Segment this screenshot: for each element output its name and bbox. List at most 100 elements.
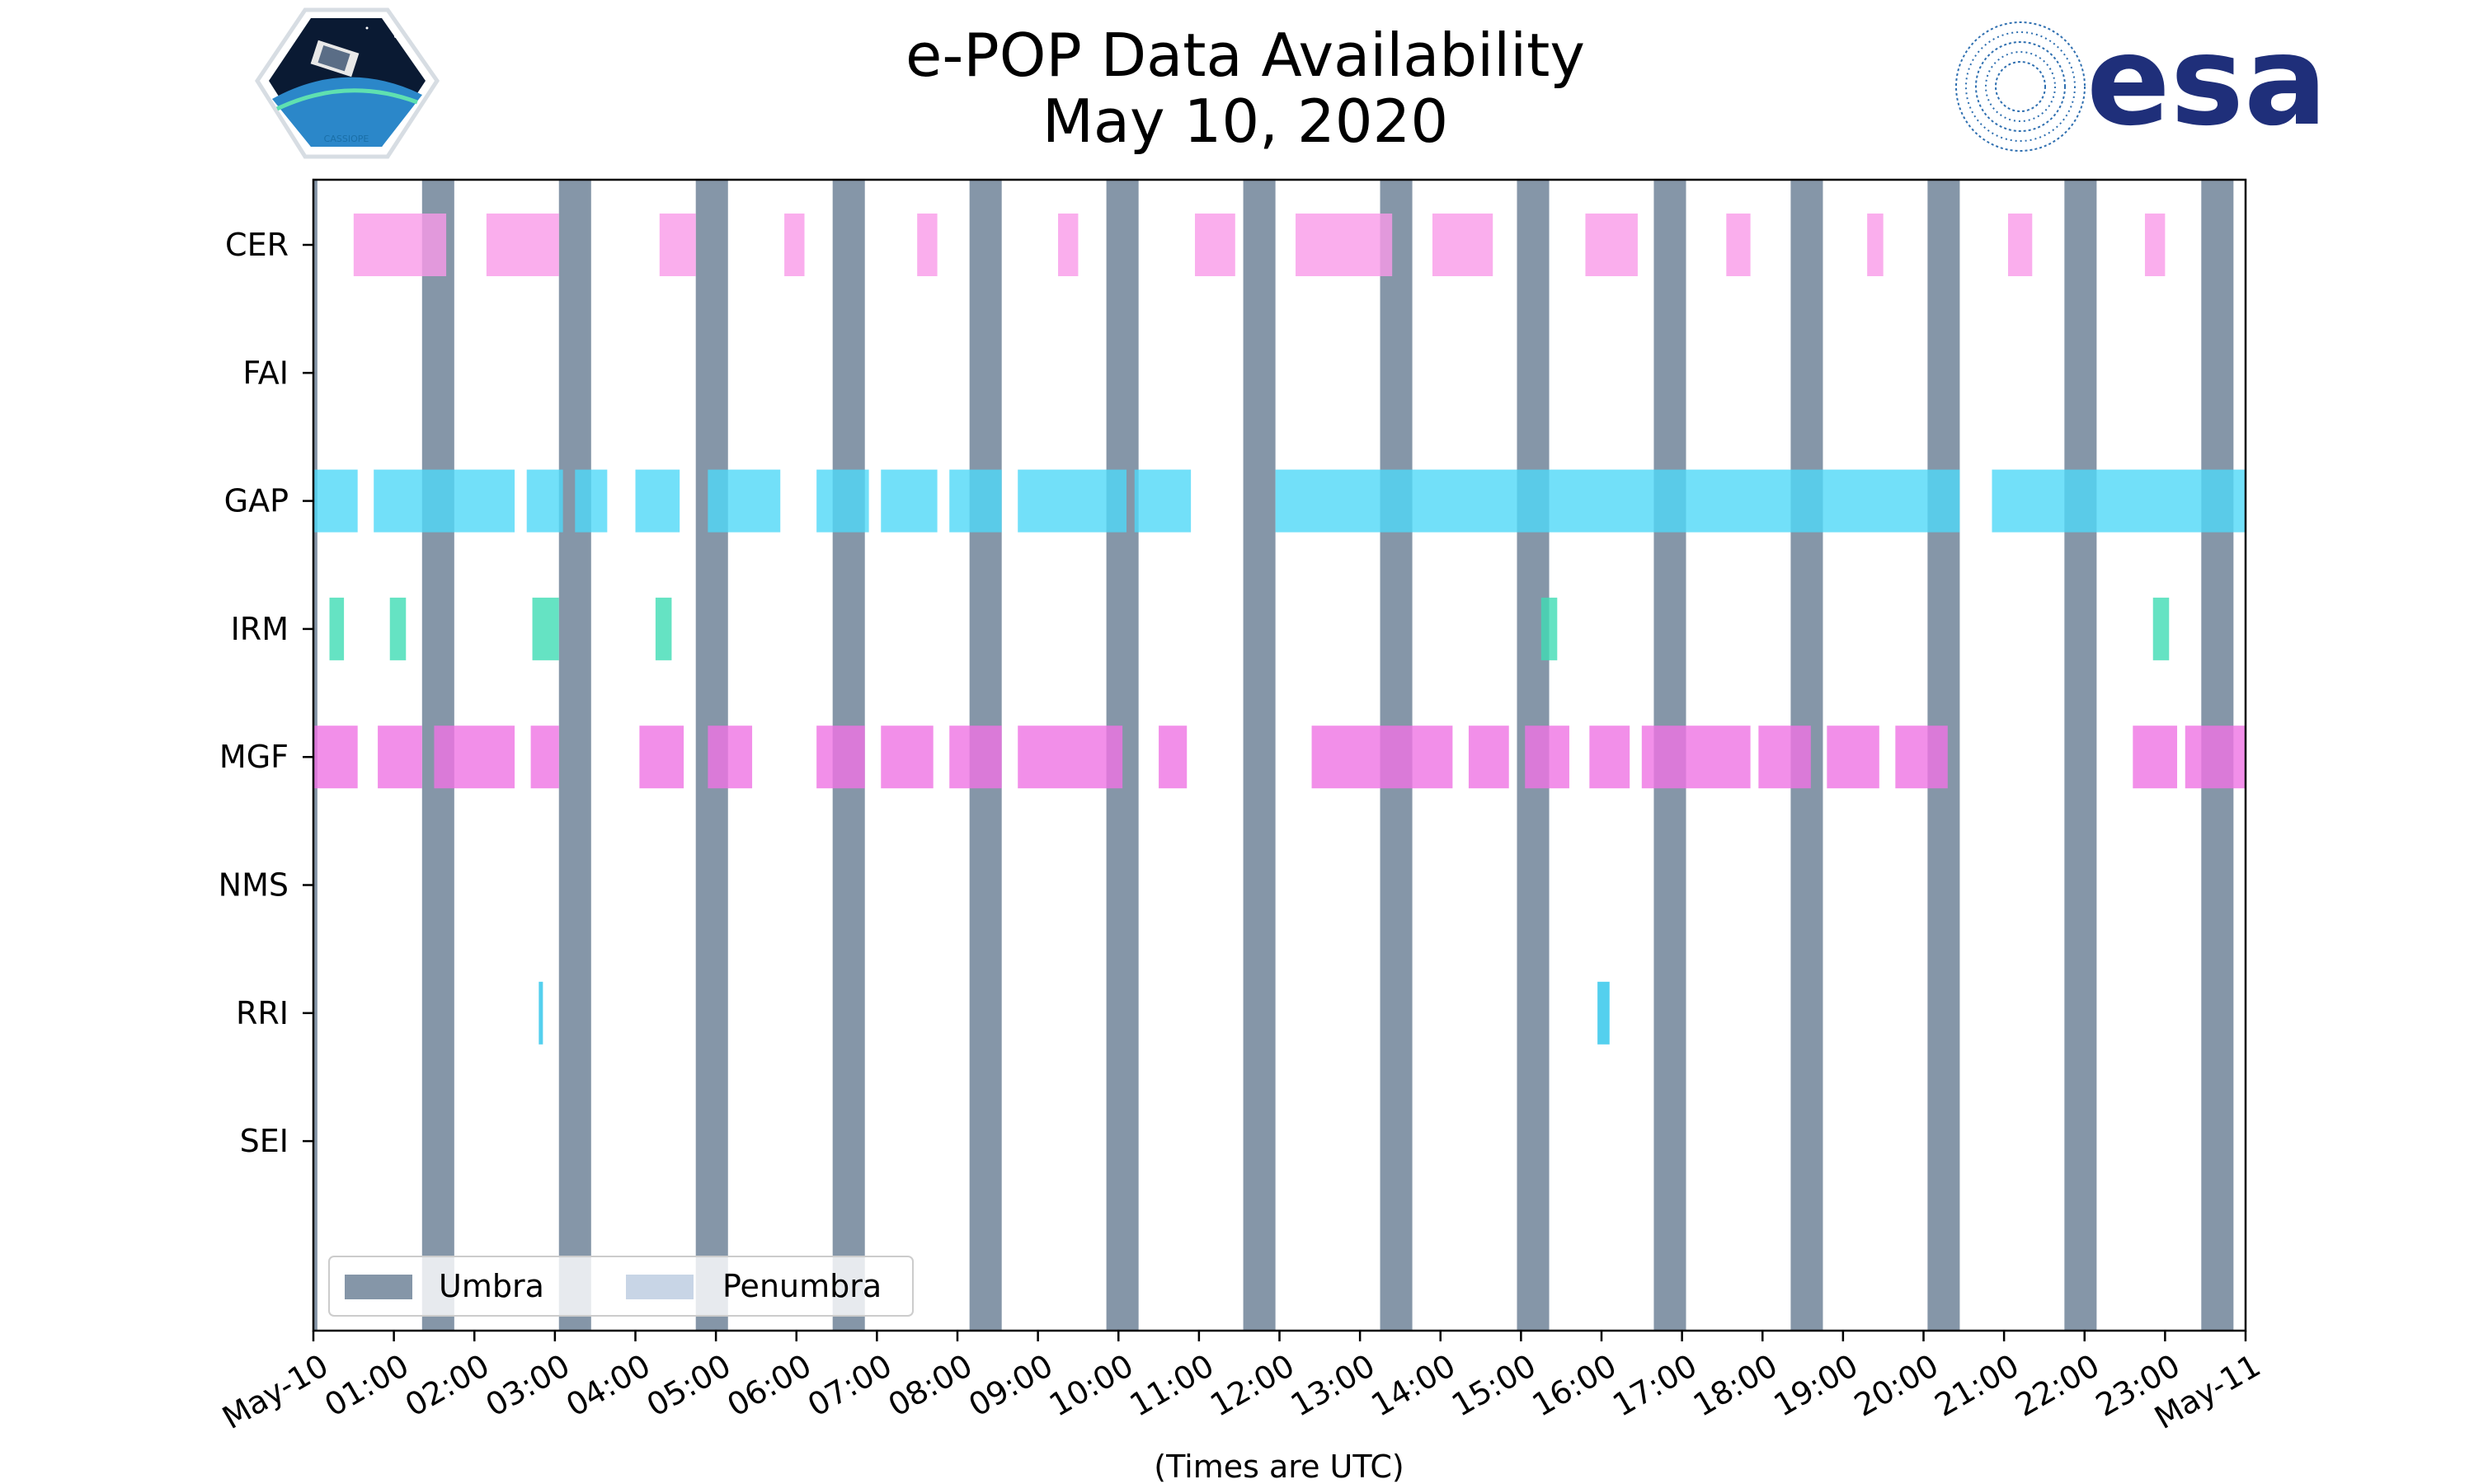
- x-tick-label-19: 19:00: [1767, 1347, 1864, 1424]
- x-tick-label-5: 05:00: [641, 1347, 737, 1424]
- y-tick-label-sei: SEI: [240, 1123, 289, 1159]
- x-tick-label-4: 04:00: [560, 1347, 656, 1424]
- mgf-interval-7: [881, 726, 934, 789]
- x-tick-label-18: 18:00: [1687, 1347, 1784, 1424]
- gap-interval-7: [881, 469, 938, 533]
- x-tick-label-11: 11:00: [1123, 1347, 1220, 1424]
- cer-interval-0: [353, 214, 447, 276]
- mgf-interval-2: [434, 726, 515, 789]
- gap-interval-3: [575, 469, 608, 533]
- irm-interval-3: [655, 597, 672, 660]
- x-tick-label-14: 14:00: [1365, 1347, 1461, 1424]
- gap-interval-11: [1275, 469, 1960, 533]
- gap-interval-9: [1018, 469, 1127, 533]
- legend-swatch-penumbra: [626, 1275, 694, 1299]
- x-tick-label-9: 09:00: [962, 1347, 1059, 1424]
- cassiope-logo-caption: CASSIOPE: [324, 134, 369, 144]
- y-tick-label-irm: IRM: [231, 611, 289, 647]
- esa-logo-text: esa: [2086, 10, 2327, 153]
- cer-interval-4: [917, 214, 938, 276]
- mgf-interval-12: [1468, 726, 1509, 789]
- cer-interval-11: [1867, 214, 1884, 276]
- mgf-interval-19: [2133, 726, 2178, 789]
- gap-interval-4: [635, 469, 680, 533]
- rri-interval-1: [1597, 981, 1610, 1045]
- gap-interval-0: [313, 469, 358, 533]
- mgf-interval-18: [1895, 726, 1948, 789]
- x-tick-label-22: 22:00: [2009, 1347, 2105, 1424]
- irm-interval-0: [329, 597, 345, 660]
- mgf-interval-10: [1159, 726, 1188, 789]
- mgf-interval-9: [1018, 726, 1123, 789]
- legend-label-penumbra: Penumbra: [722, 1268, 882, 1304]
- gap-interval-8: [949, 469, 1002, 533]
- gap-interval-10: [1134, 469, 1192, 533]
- cer-interval-10: [1726, 214, 1751, 276]
- legend: Umbra Penumbra: [328, 1256, 914, 1317]
- y-tick-label-nms: NMS: [219, 867, 289, 904]
- y-tick-label-mgf: MGF: [219, 739, 289, 775]
- x-tick-label-17: 17:00: [1606, 1347, 1703, 1424]
- x-tick-label-16: 16:00: [1526, 1347, 1623, 1424]
- x-tick-label-2: 02:00: [399, 1347, 496, 1424]
- y-tick-label-gap: GAP: [224, 483, 289, 519]
- y-tick-label-cer: CER: [225, 227, 289, 263]
- irm-interval-1: [389, 597, 407, 660]
- legend-frame: [328, 1256, 914, 1317]
- mgf-interval-11: [1311, 726, 1453, 789]
- irm-interval-5: [2152, 597, 2170, 660]
- umbra-band-7: [1243, 180, 1276, 1331]
- x-axis-label: (Times are UTC): [1154, 1449, 1404, 1484]
- mgf-interval-1: [378, 726, 422, 789]
- mgf-interval-15: [1641, 726, 1751, 789]
- gap-interval-12: [1992, 469, 2246, 533]
- cer-interval-8: [1432, 214, 1493, 276]
- cer-interval-3: [784, 214, 805, 276]
- mgf-interval-6: [816, 726, 865, 789]
- x-tick-label-15: 15:00: [1446, 1347, 1542, 1424]
- x-tick-label-3: 03:00: [479, 1347, 576, 1424]
- esa-logo: esa: [1955, 10, 2327, 153]
- mgf-interval-4: [639, 726, 684, 789]
- cer-interval-13: [2144, 214, 2166, 276]
- mgf-interval-20: [2185, 726, 2246, 789]
- x-tick-label-7: 07:00: [802, 1347, 898, 1424]
- x-tick-label-12: 12:00: [1204, 1347, 1300, 1424]
- cer-interval-6: [1194, 214, 1235, 276]
- mgf-interval-3: [530, 726, 559, 789]
- mgf-interval-17: [1827, 726, 1879, 789]
- irm-interval-4: [1540, 597, 1558, 660]
- y-tick-label-fai: FAI: [242, 355, 289, 391]
- chart-title-line-1: e-POP Data Availability: [905, 21, 1585, 90]
- instrument-bars: [313, 214, 2246, 1045]
- x-tick-label-6: 06:00: [721, 1347, 817, 1424]
- x-tick-label-13: 13:00: [1285, 1347, 1381, 1424]
- legend-label-umbra: Umbra: [439, 1268, 544, 1304]
- gap-interval-6: [816, 469, 869, 533]
- x-tick-label-8: 08:00: [882, 1347, 979, 1424]
- cer-interval-1: [486, 214, 559, 276]
- mgf-interval-13: [1525, 726, 1569, 789]
- cer-interval-7: [1296, 214, 1393, 276]
- irm-interval-2: [532, 597, 559, 660]
- gap-interval-2: [526, 469, 563, 533]
- x-tick-label-1: 01:00: [318, 1347, 415, 1424]
- mgf-interval-16: [1758, 726, 1811, 789]
- umbra-band-13: [2064, 180, 2097, 1331]
- mgf-interval-14: [1589, 726, 1630, 789]
- mgf-interval-0: [313, 726, 358, 789]
- cer-interval-9: [1585, 214, 1638, 276]
- y-tick-label-rri: RRI: [236, 995, 289, 1031]
- gap-interval-5: [708, 469, 781, 533]
- x-tick-label-10: 10:00: [1043, 1347, 1140, 1424]
- x-tick-label-0: May-10: [216, 1347, 334, 1436]
- cer-interval-12: [2008, 214, 2033, 276]
- cer-interval-2: [659, 214, 696, 276]
- x-axis: May-1001:0002:0003:0004:0005:0006:0007:0…: [216, 1331, 2266, 1436]
- mgf-interval-8: [949, 726, 1002, 789]
- x-tick-label-20: 20:00: [1848, 1347, 1945, 1424]
- umbra-band-2: [558, 180, 591, 1331]
- cassiope-logo: CASSIOPE: [255, 7, 440, 159]
- rri-interval-0: [539, 981, 543, 1045]
